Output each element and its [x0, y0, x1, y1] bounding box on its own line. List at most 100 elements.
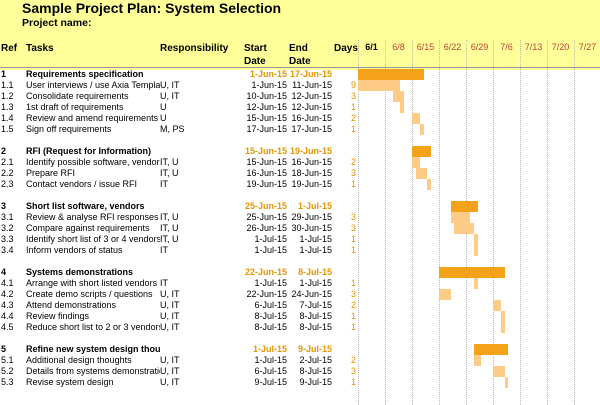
start-date-cell: 1-Jul-15 [254, 245, 287, 255]
task-row[interactable]: 1.3 1st draft of requirements U 12-Jun-15 12… [0, 102, 600, 113]
col-header-start-date: Date [244, 56, 266, 67]
task-cell: Identify short list of 3 or 4 vendors [26, 234, 160, 244]
days-cell: 3 [350, 289, 356, 299]
task-row[interactable]: 2.3 Contact vendors / issue RFI IT 19-Jun-1… [0, 179, 600, 190]
week-label: 7/6 [500, 42, 513, 52]
end-date-cell: 8-Jul-15 [297, 267, 332, 277]
task-cell: Attend demonstrations [26, 300, 117, 310]
section-row[interactable]: 5 Refine new system design thoughts 1-Jul-… [0, 344, 600, 355]
task-gantt-bar [500, 311, 505, 322]
task-row[interactable]: 3.2 Compare against requirements IT, U 26-J… [0, 223, 600, 234]
section-row[interactable]: 1 Requirements specification 1-Jun-15 17-Ju… [0, 69, 600, 80]
end-date-cell: 19-Jun-15 [291, 179, 332, 189]
start-date-cell: 1-Jun-15 [251, 80, 287, 90]
task-row[interactable]: 5.1 Additional design thoughts U, IT 1-Jul-… [0, 355, 600, 366]
task-row[interactable]: 4.2 Create demo scripts / questions U, IT 2… [0, 289, 600, 300]
section-gantt-bar [450, 201, 478, 212]
task-gantt-bar [454, 223, 474, 234]
task-cell: Sign off requirements [26, 124, 112, 134]
week-label: 6/15 [416, 42, 435, 52]
col-header-start: Start [244, 43, 267, 54]
responsibility-cell: U, IT [160, 289, 180, 299]
task-row[interactable]: 3.3 Identify short list of 3 or 4 vendors… [0, 234, 600, 245]
end-date-cell: 9-Jul-15 [297, 344, 332, 354]
task-row[interactable]: 2.2 Prepare RFI IT, U 16-Jun-15 18-Jun-15 3 [0, 168, 600, 179]
task-row[interactable]: 5.2 Details from systems demonstrations U,… [0, 366, 600, 377]
start-date-cell: 8-Jul-15 [254, 311, 287, 321]
end-date-cell: 29-Jun-15 [291, 212, 332, 222]
ref-cell: 4.3 [1, 300, 14, 310]
responsibility-cell: U, IT [160, 91, 180, 101]
end-date-cell: 1-Jul-15 [299, 234, 332, 244]
start-date-cell: 1-Jun-15 [249, 69, 287, 79]
responsibility-cell: IT, U [160, 168, 179, 178]
task-gantt-bar [504, 377, 509, 388]
task-gantt-bar [427, 179, 432, 190]
end-date-cell: 19-Jun-15 [289, 146, 332, 156]
week-label: 6/29 [470, 42, 489, 52]
week-label: 7/27 [578, 42, 597, 52]
responsibility-cell: U, IT [160, 322, 180, 332]
task-row[interactable]: 4.3 Attend demonstrations U, IT 6-Jul-15 7-J… [0, 300, 600, 311]
task-gantt-bar [400, 102, 405, 113]
week-gridline [493, 40, 494, 405]
start-date-cell: 1-Jul-15 [254, 278, 287, 288]
ref-cell: 2.1 [1, 157, 14, 167]
responsibility-cell: IT [160, 278, 168, 288]
task-row[interactable]: 4.5 Reduce short list to 2 or 3 vendors U,… [0, 322, 600, 333]
responsibility-cell: U, IT [160, 300, 180, 310]
responsibility-cell: IT, U [160, 223, 179, 233]
start-date-cell: 15-Jun-15 [246, 113, 287, 123]
ref-cell: 1.3 [1, 102, 14, 112]
task-row[interactable]: 4.1 Arrange with short listed vendors IT 1-… [0, 278, 600, 289]
ref-cell: 3.4 [1, 245, 14, 255]
task-cell: Create demo scripts / questions [26, 289, 153, 299]
task-row[interactable]: 2.1 Identify possible software, vendors IT… [0, 157, 600, 168]
task-gantt-bar [411, 157, 420, 168]
days-cell: 3 [350, 212, 356, 222]
task-row[interactable]: 3.4 Inform vendors of status IT 1-Jul-15 1-J… [0, 245, 600, 256]
start-date-cell: 19-Jun-15 [246, 179, 287, 189]
task-row[interactable]: 1.2 Consolidate requirements U, IT 10-Jun-1… [0, 91, 600, 102]
week-label: 6/22 [443, 42, 462, 52]
section-row[interactable]: 4 Systems demonstrations 22-Jun-15 8-Jul-15 [0, 267, 600, 278]
task-gantt-bar [358, 80, 401, 91]
end-date-cell: 8-Jul-15 [299, 311, 332, 321]
start-date-cell: 1-Jul-15 [252, 344, 287, 354]
end-date-cell: 11-Jun-15 [292, 80, 332, 90]
week-gridline [385, 40, 386, 405]
col-header-tasks: Tasks [26, 43, 54, 54]
end-date-cell: 17-Jun-15 [291, 124, 332, 134]
start-date-cell: 25-Jun-15 [244, 201, 287, 211]
section-row[interactable]: 2 RFI (Request for Information) 15-Jun-15 1… [0, 146, 600, 157]
week-gridline [412, 40, 413, 405]
responsibility-cell: U [160, 113, 167, 123]
days-cell: 2 [350, 355, 356, 365]
week-label: 6/1 [365, 42, 378, 52]
end-date-cell: 1-Jul-15 [297, 201, 332, 211]
project-name-label: Project name: [22, 17, 92, 29]
ref-cell: 3.3 [1, 234, 14, 244]
days-cell: 3 [350, 168, 356, 178]
task-row[interactable]: 3.1 Review & analyse RFI responses IT, U 25… [0, 212, 600, 223]
responsibility-cell: U [160, 102, 167, 112]
task-cell: Revise system design [26, 377, 114, 387]
task-gantt-bar [473, 278, 478, 289]
task-row[interactable]: 1.4 Review and amend requirements U 15-Jun-… [0, 113, 600, 124]
task-row[interactable]: 1.5 Sign off requirements M, PS 17-Jun-15 17… [0, 124, 600, 135]
header-divider [0, 67, 600, 68]
start-date-cell: 1-Jul-15 [254, 234, 287, 244]
task-gantt-bar [392, 91, 405, 102]
ref-cell: 4.4 [1, 311, 14, 321]
responsibility-cell: U, IT [160, 80, 180, 90]
section-row[interactable]: 3 Short list software, vendors 25-Jun-15 1-… [0, 201, 600, 212]
days-cell: 9 [350, 80, 356, 90]
start-date-cell: 1-Jul-15 [254, 355, 287, 365]
task-row[interactable]: 5.3 Revise system design U, IT 9-Jul-15 9-Ju… [0, 377, 600, 388]
end-date-cell: 9-Jul-15 [299, 377, 332, 387]
days-cell: 2 [350, 300, 356, 310]
task-row[interactable]: 4.4 Review findings U, IT 8-Jul-15 8-Jul-15 1 [0, 311, 600, 322]
task-row[interactable]: 1.1 User interviews / use Axia Template U,… [0, 80, 600, 91]
start-date-cell: 17-Jun-15 [246, 124, 287, 134]
